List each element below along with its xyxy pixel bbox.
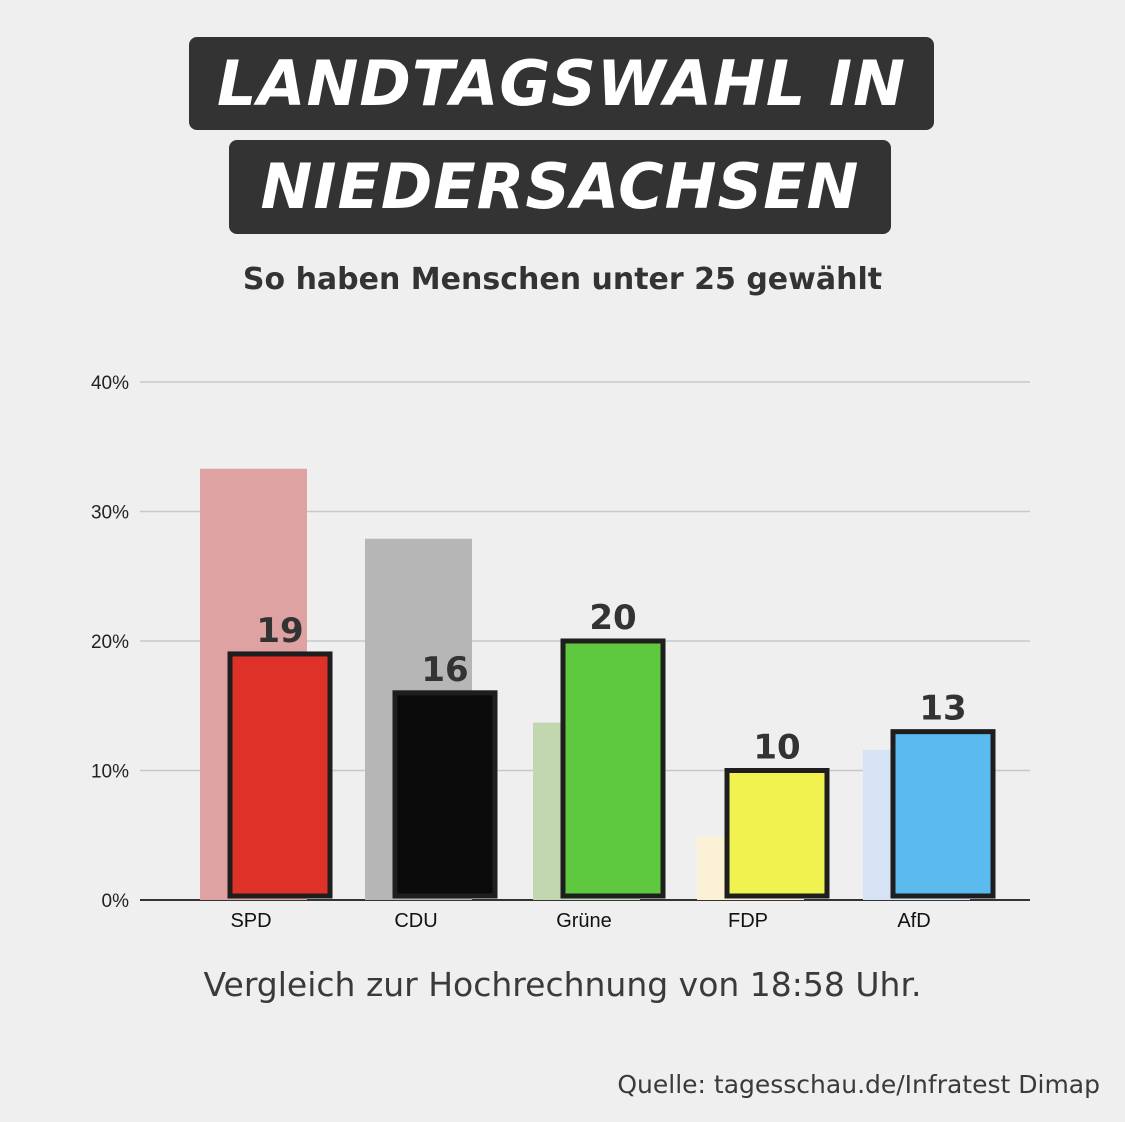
subtitle: So haben Menschen unter 25 gewählt [242, 262, 883, 297]
bar-spd [227, 651, 333, 899]
x-tick-label: Grüne [556, 910, 612, 932]
y-tick-label: 40% [91, 373, 129, 394]
y-tick-label: 10% [91, 762, 129, 783]
y-tick-label: 30% [91, 503, 129, 524]
title-line-1: LANDTAGSWAHL IN [189, 37, 934, 130]
data-label-grüne: 20 [589, 598, 636, 638]
data-label-fdp: 10 [753, 728, 800, 768]
x-tick-label: SPD [230, 910, 271, 932]
bar-afd [890, 729, 996, 899]
bar-cdu [392, 690, 498, 899]
data-label-afd: 13 [919, 689, 966, 729]
y-tick-label: 20% [91, 632, 129, 653]
bar-grüne [560, 638, 666, 899]
bar-fdp [724, 768, 830, 899]
x-tick-label: CDU [394, 910, 437, 932]
data-label-spd: 19 [256, 611, 303, 651]
footnote: Vergleich zur Hochrechnung von 18:58 Uhr… [203, 965, 922, 1004]
data-label-cdu: 16 [421, 650, 468, 690]
y-tick-label: 0% [102, 891, 130, 912]
x-tick-label: AfD [897, 910, 930, 932]
x-tick-label: FDP [728, 910, 768, 932]
title-line-2: NIEDERSACHSEN [229, 140, 891, 234]
source-note: Quelle: tagesschau.de/Infratest Dimap [617, 1070, 1100, 1099]
